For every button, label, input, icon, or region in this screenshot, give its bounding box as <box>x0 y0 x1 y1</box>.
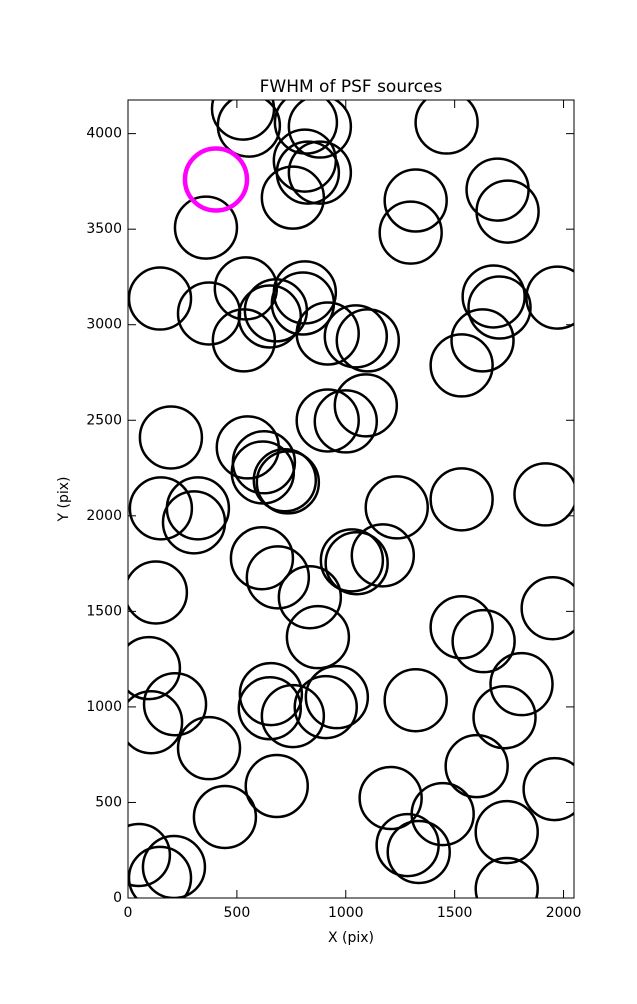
y-tick-label: 4000 <box>86 126 122 142</box>
point <box>319 528 385 593</box>
point <box>173 195 239 260</box>
y-tick-label: 1500 <box>86 603 122 619</box>
point <box>474 799 539 865</box>
point <box>383 667 448 733</box>
point <box>128 822 172 888</box>
point <box>237 675 303 741</box>
point <box>383 168 448 233</box>
point <box>295 301 360 366</box>
point <box>128 266 193 331</box>
x-tick-label: 0 <box>124 905 133 921</box>
x-tick-label: 500 <box>224 905 251 921</box>
point <box>313 389 379 454</box>
point <box>128 560 189 625</box>
point <box>467 275 532 340</box>
y-tick-label: 2000 <box>86 508 122 524</box>
point <box>260 165 326 230</box>
y-tick-label: 3500 <box>86 221 122 237</box>
y-axis-label: Y (pix) <box>56 477 72 523</box>
point <box>414 100 479 155</box>
point <box>520 576 574 641</box>
point <box>429 467 494 532</box>
point <box>182 146 250 213</box>
point <box>475 179 540 244</box>
point <box>215 415 281 480</box>
y-tick-label: 2500 <box>86 412 122 428</box>
point <box>287 140 353 205</box>
point <box>513 462 574 527</box>
point <box>176 715 242 781</box>
point <box>128 689 184 755</box>
point <box>142 671 208 737</box>
point <box>358 765 423 831</box>
point <box>260 683 326 749</box>
point <box>444 733 509 799</box>
point <box>335 308 401 373</box>
point <box>229 525 295 591</box>
point <box>192 784 258 850</box>
point <box>141 834 207 898</box>
point <box>128 635 182 701</box>
y-tick-label: 0 <box>113 890 122 906</box>
point <box>474 856 539 898</box>
point <box>429 333 494 398</box>
point <box>252 448 318 513</box>
point <box>350 523 416 588</box>
point <box>285 604 351 670</box>
point <box>472 684 537 750</box>
point <box>295 388 360 453</box>
y-tick-label: 500 <box>95 794 122 810</box>
chart-title: FWHM of PSF sources <box>260 77 443 97</box>
point <box>304 664 370 730</box>
plot-area <box>128 100 574 898</box>
point <box>293 674 358 740</box>
point <box>128 476 194 541</box>
point <box>333 373 399 438</box>
point <box>287 100 353 159</box>
y-tick-label: 1000 <box>86 699 122 715</box>
x-axis-label: X (pix) <box>328 930 374 946</box>
point <box>275 140 341 205</box>
point <box>429 594 494 660</box>
point <box>451 608 516 674</box>
point <box>244 753 309 819</box>
point <box>386 819 451 885</box>
point <box>245 545 311 610</box>
point <box>450 308 515 373</box>
point <box>323 304 389 369</box>
point <box>364 475 429 540</box>
point <box>324 530 389 596</box>
point <box>277 564 343 630</box>
point <box>525 265 574 330</box>
point <box>138 405 204 470</box>
point <box>216 100 282 158</box>
point <box>489 651 554 717</box>
plot-frame <box>127 99 575 899</box>
point <box>522 756 574 822</box>
point <box>238 661 304 727</box>
x-tick-label: 1000 <box>328 905 364 921</box>
point <box>255 450 321 515</box>
x-tick-label: 1500 <box>437 905 473 921</box>
point <box>128 845 193 898</box>
point <box>461 264 526 329</box>
point <box>378 200 443 265</box>
point <box>161 490 227 555</box>
point <box>375 812 440 878</box>
y-tick-label: 3000 <box>86 317 122 333</box>
x-tick-label: 2000 <box>546 905 582 921</box>
